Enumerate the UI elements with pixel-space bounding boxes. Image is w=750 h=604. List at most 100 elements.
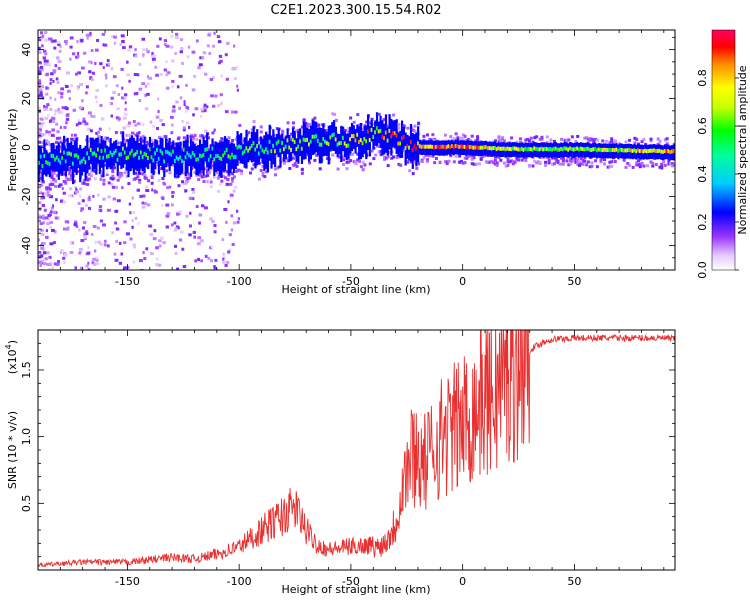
spectrogram-ridge-cell bbox=[499, 146, 502, 151]
spectrogram-halo-cell bbox=[502, 161, 506, 165]
spectrogram-ridge-cell bbox=[536, 147, 539, 152]
spectrogram-noise-cell bbox=[49, 108, 53, 112]
spectrogram-ridge-cell bbox=[333, 132, 336, 137]
snr-y-axis: 0.51.01.5 bbox=[20, 329, 675, 558]
spectrogram-noise-cell bbox=[171, 79, 175, 83]
spectrogram-noise-cell bbox=[152, 124, 155, 128]
spectrogram-noise-cell bbox=[75, 55, 79, 59]
spectrogram-noise-cell bbox=[77, 52, 80, 56]
spectrogram-noise-cell bbox=[145, 48, 148, 52]
spectrogram-halo-cell bbox=[88, 137, 92, 141]
spectrogram-ridge-cell bbox=[365, 139, 368, 144]
spectrogram-halo-cell bbox=[282, 161, 286, 165]
spectrogram-noise-cell bbox=[171, 59, 175, 63]
spectrogram-noise-cell bbox=[182, 265, 187, 269]
spectrogram-ridge-cell bbox=[467, 144, 470, 149]
spectrogram-noise-cell bbox=[115, 185, 118, 189]
spectrogram-ridge-cell bbox=[599, 147, 602, 152]
spectrogram-halo-cell bbox=[293, 155, 297, 159]
spectrogram-noise-cell bbox=[42, 49, 47, 53]
spectrogram-ridge-cell bbox=[118, 152, 121, 157]
spectrogram-ridge-cell bbox=[476, 145, 479, 150]
colorbar-tick-label: 0.6 bbox=[696, 117, 709, 135]
spectrogram-halo-cell bbox=[64, 142, 68, 146]
spectrogram-halo-cell bbox=[182, 136, 186, 140]
spectrogram-noise-cell bbox=[104, 43, 108, 47]
spectrogram-noise-cell bbox=[73, 223, 77, 227]
spectrogram-noise-cell bbox=[46, 262, 51, 266]
spectrogram-noise-cell bbox=[174, 36, 179, 40]
spectrogram-halo-cell bbox=[590, 164, 594, 168]
spectrogram-halo-cell bbox=[215, 171, 219, 175]
spectrogram-ridge-cell bbox=[556, 147, 559, 152]
spectrogram-noise-cell bbox=[174, 227, 178, 231]
spectrogram-noise-cell bbox=[227, 200, 230, 204]
spectrogram-noise-cell bbox=[38, 61, 42, 65]
spectrogram-noise-cell bbox=[62, 191, 66, 195]
spectrogram-noise-cell bbox=[166, 212, 171, 216]
spectrogram-halo-cell bbox=[635, 160, 639, 164]
spectrogram-ridge-cell bbox=[592, 147, 595, 152]
spectrogram-ridge-cell bbox=[311, 134, 314, 139]
spectrogram-halo-cell bbox=[134, 133, 138, 137]
spectrogram-ridge-cell bbox=[256, 144, 259, 149]
spectrogram-ridge-cell bbox=[433, 145, 436, 150]
spectrogram-halo-cell bbox=[138, 138, 142, 142]
spectrogram-noise-cell bbox=[212, 104, 216, 108]
spectrogram-halo-cell bbox=[295, 129, 299, 133]
spectrogram-halo-cell bbox=[635, 163, 639, 167]
spectrogram-noise-cell bbox=[38, 93, 43, 97]
spectrogram-noise-cell bbox=[56, 216, 60, 220]
spectrogram-halo-cell bbox=[198, 173, 202, 177]
spectrogram-noise-cell bbox=[41, 259, 45, 263]
spectrogram-noise-cell bbox=[58, 183, 63, 187]
spectrogram-ridge-cell bbox=[229, 155, 232, 160]
spectrogram-noise-cell bbox=[122, 46, 126, 50]
spectrogram-halo-cell bbox=[261, 171, 265, 175]
spectrogram-noise-cell bbox=[73, 137, 77, 141]
spectrogram-halo-cell bbox=[461, 161, 465, 165]
spectrogram-ridge-cell bbox=[438, 145, 441, 150]
spectrogram-noise-cell bbox=[119, 43, 122, 47]
spectrogram-ridge-cell bbox=[531, 147, 534, 152]
spectrogram-halo-cell bbox=[127, 182, 131, 186]
spectrogram-noise-cell bbox=[39, 183, 43, 187]
spectrogram-ridge-cell bbox=[170, 152, 173, 157]
spectrogram-noise-cell bbox=[174, 251, 178, 255]
spectrogram-noise-cell bbox=[142, 53, 145, 57]
spectrogram-noise-cell bbox=[218, 182, 222, 186]
spectrogram-halo-cell bbox=[545, 135, 549, 139]
spectrogram-halo-cell bbox=[493, 155, 497, 159]
spectrogram-noise-cell bbox=[45, 229, 49, 233]
colorbar-ticks: 0.00.20.40.60.8 bbox=[696, 69, 739, 279]
spectrogram-halo-cell bbox=[567, 138, 571, 142]
spectrogram-noise-cell bbox=[149, 232, 154, 236]
spectrogram-halo-cell bbox=[265, 170, 269, 174]
spectrogram-ridge-cell bbox=[375, 126, 378, 131]
spectrogram-noise-cell bbox=[163, 135, 168, 139]
spectrogram-noise-cell bbox=[138, 131, 141, 135]
spectrogram-ridge-cell bbox=[154, 151, 157, 156]
spectrogram-ridge-cell bbox=[132, 153, 135, 158]
spectrogram-ridge-cell bbox=[122, 146, 125, 151]
spectrogram-halo-cell bbox=[426, 158, 430, 162]
spectrogram-noise-cell bbox=[139, 194, 143, 198]
spectrogram-noise-cell bbox=[170, 115, 174, 119]
spectrogram-noise-cell bbox=[197, 66, 201, 70]
spectrogram-ridge-cell bbox=[70, 152, 73, 157]
spectrogram-halo-cell bbox=[100, 172, 104, 176]
spectrogram-ridge-cell bbox=[57, 158, 60, 163]
spectrogram-ridge-cell bbox=[245, 146, 248, 151]
spectrogram-ridge-cell bbox=[306, 137, 309, 142]
spectrogram-noise-cell bbox=[112, 75, 117, 79]
y-tick-label: -40 bbox=[20, 237, 33, 255]
spectrogram-noise-cell bbox=[233, 77, 238, 81]
spectrogram-noise-cell bbox=[45, 86, 48, 90]
spectrogram-ridge-cell bbox=[488, 145, 491, 150]
spectrogram-noise-cell bbox=[204, 72, 208, 76]
spectrogram-noise-cell bbox=[140, 269, 144, 270]
spectrogram-halo-cell bbox=[105, 136, 109, 140]
spectrogram-noise-cell bbox=[138, 62, 142, 66]
spectrogram-noise-cell bbox=[170, 34, 174, 38]
spectrogram-noise-cell bbox=[146, 82, 151, 86]
